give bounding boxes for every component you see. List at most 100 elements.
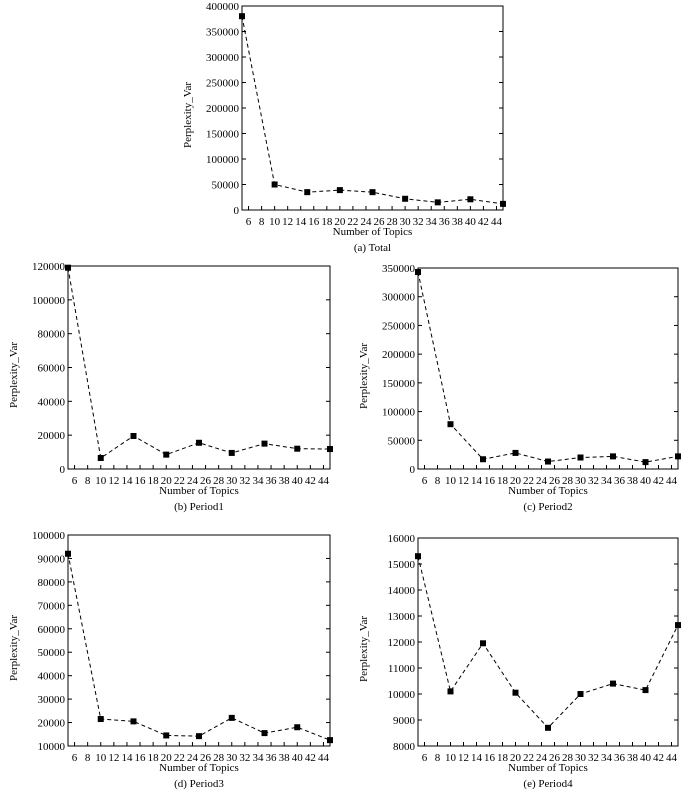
x-tick-label: 40 [640, 752, 652, 764]
y-tick-label: 300000 [206, 52, 240, 64]
data-point [228, 714, 235, 721]
series-line [67, 553, 331, 741]
x-tick-label: 28 [213, 752, 225, 764]
x-tick-label: 34 [601, 475, 613, 487]
x-tick-label: 14 [471, 752, 483, 764]
y-tick-label: 0 [234, 205, 240, 217]
x-tick-label: 16 [135, 475, 147, 487]
x-tick-label: 32 [588, 475, 599, 487]
chart-caption: (a) Total [353, 242, 392, 254]
y-tick-label: 200000 [206, 103, 240, 115]
x-tick-label: 24 [187, 475, 199, 487]
x-tick-label: 44 [318, 752, 330, 764]
x-tick-label: 14 [121, 475, 133, 487]
y-axis-label: Perplexity_Var [358, 616, 370, 682]
y-tick-label: 20000 [38, 430, 66, 442]
x-tick-label: 10 [445, 752, 457, 764]
data-point [434, 199, 441, 206]
chart-plot-period4: 8000 9000 10000 11000 12000 13000 14000 15000 16… [388, 533, 681, 764]
data-point [480, 456, 486, 463]
x-tick-label: 38 [627, 475, 639, 487]
x-tick-label: 42 [305, 475, 316, 487]
y-tick-label: 120000 [32, 261, 66, 273]
data-point [261, 440, 268, 447]
y-tick-label: 14000 [388, 585, 416, 597]
x-tick-label: 30 [575, 752, 587, 764]
y-tick-label: 10000 [388, 689, 416, 701]
plot-frame [241, 5, 504, 211]
x-tick-label: 40 [640, 475, 652, 487]
data-point [163, 732, 170, 739]
x-tick-label: 36 [614, 475, 626, 487]
data-point [610, 453, 616, 460]
x-tick-label: 26 [200, 752, 212, 764]
x-tick-label: 42 [653, 475, 664, 487]
x-axis-label: Number of Topics [508, 485, 588, 497]
chart-plot-period2: 0 50000 100000 150000 200000 250000 300000 3500… [382, 263, 681, 487]
x-tick-label: 38 [627, 752, 639, 764]
x-tick-label: 40 [465, 216, 477, 228]
y-tick-label: 70000 [38, 600, 66, 612]
y-tick-label: 50000 [38, 647, 66, 659]
x-axis-label: Number of Topics [159, 762, 239, 774]
x-tick-label: 18 [497, 475, 509, 487]
series-line [67, 267, 331, 459]
x-tick-label: 32 [413, 216, 424, 228]
x-axis-label: Number of Topics [332, 226, 413, 238]
data-point [512, 449, 519, 456]
x-tick-label: 20 [334, 216, 346, 228]
data-point [610, 680, 616, 687]
data-point [480, 640, 486, 647]
x-tick-label: 30 [575, 475, 587, 487]
y-tick-label: 250000 [382, 320, 416, 332]
x-tick-label: 28 [562, 475, 574, 487]
x-tick-label: 30 [226, 752, 238, 764]
x-tick-label: 12 [282, 216, 293, 228]
y-tick-label: 15000 [388, 559, 416, 571]
x-tick-label: 6 [72, 475, 78, 487]
x-tick-label: 16 [135, 752, 147, 764]
x-tick-label: 36 [439, 216, 451, 228]
data-point [500, 200, 506, 207]
x-tick-label: 32 [239, 475, 250, 487]
y-tick-label: 150000 [206, 129, 240, 141]
x-tick-label: 16 [484, 752, 496, 764]
x-tick-label: 26 [549, 752, 561, 764]
x-tick-label: 12 [108, 752, 119, 764]
data-point [336, 187, 343, 194]
y-tick-label: 30000 [38, 694, 66, 706]
data-point [65, 264, 71, 271]
y-tick-label: 16000 [388, 533, 416, 545]
y-tick-label: 20000 [38, 718, 66, 730]
data-point [369, 189, 376, 196]
x-tick-label: 36 [266, 475, 278, 487]
x-tick-label: 24 [536, 475, 548, 487]
chart-panel-period4: 8000 9000 10000 11000 12000 13000 14000 15000 16… [356, 533, 688, 796]
x-tick-label: 34 [601, 752, 613, 764]
x-tick-label: 8 [435, 752, 441, 764]
x-tick-label: 38 [279, 475, 291, 487]
y-tick-label: 50000 [212, 180, 240, 192]
y-axis-label: Perplexity_Var [358, 342, 370, 409]
data-point [642, 459, 649, 466]
data-point [327, 446, 333, 453]
y-tick-label: 250000 [206, 78, 240, 90]
data-point [327, 737, 333, 744]
x-tick-label: 16 [308, 216, 320, 228]
y-tick-label: 40000 [38, 671, 66, 683]
y-tick-label: 150000 [382, 378, 416, 390]
data-point [130, 433, 137, 440]
x-tick-label: 38 [279, 752, 291, 764]
x-tick-label: 14 [295, 216, 307, 228]
y-axis-label: Perplexity_Var [8, 614, 20, 681]
y-tick-label: 90000 [38, 553, 66, 565]
y-tick-label: 300000 [382, 292, 416, 304]
y-tick-label: 50000 [388, 435, 416, 447]
chart-panel-period1: 0 20000 40000 60000 80000 100000 120000 6 8 10 12 1… [6, 261, 340, 519]
x-tick-label: 26 [374, 216, 386, 228]
x-tick-label: 28 [562, 752, 574, 764]
data-point [97, 716, 104, 723]
x-tick-label: 20 [510, 475, 522, 487]
x-axis-label: Number of Topics [159, 485, 239, 497]
